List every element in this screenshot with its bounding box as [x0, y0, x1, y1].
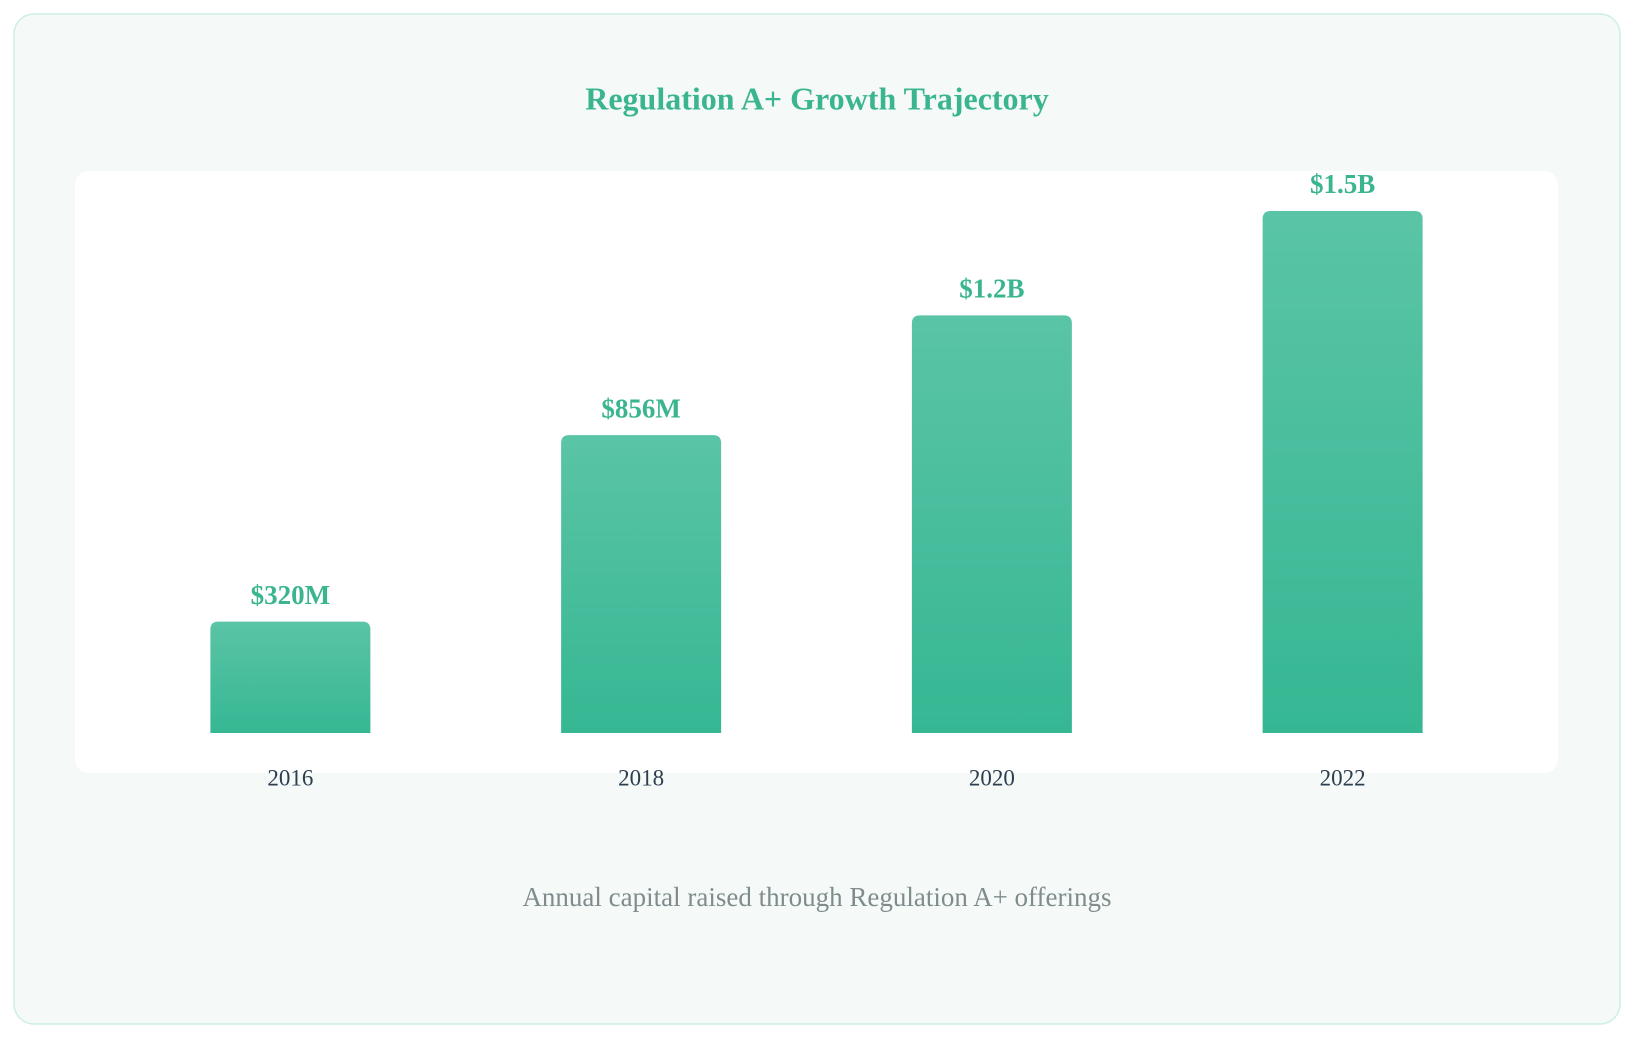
bar	[1262, 211, 1423, 733]
value-label: $856M	[601, 393, 680, 423]
value-label: $320M	[251, 580, 330, 610]
caption: Annual capital raised through Regulation…	[522, 882, 1111, 912]
x-tick-label: 2018	[618, 765, 664, 790]
chart-title: Regulation A+ Growth Trajectory	[585, 80, 1049, 116]
plot-panel	[75, 171, 1558, 773]
value-label: $1.2B	[959, 274, 1024, 304]
x-tick-label: 2020	[969, 765, 1015, 790]
x-tick-label: 2022	[1320, 765, 1366, 790]
bar	[561, 435, 722, 733]
x-tick-label: 2016	[267, 765, 313, 790]
bar	[911, 315, 1072, 733]
value-label: $1.5B	[1310, 169, 1375, 199]
bar	[210, 621, 371, 733]
